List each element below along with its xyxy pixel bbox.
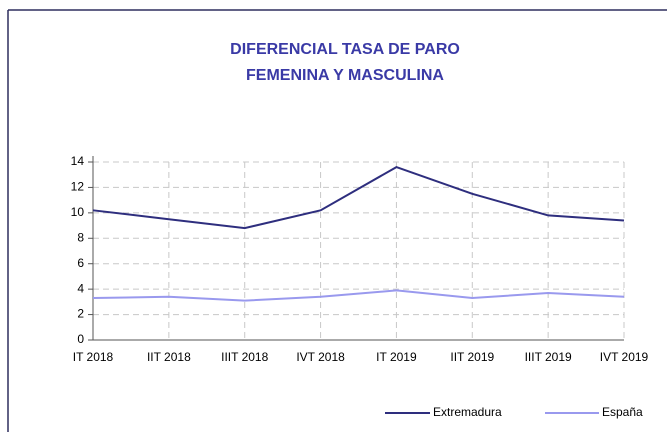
- line-series: [92, 289, 625, 302]
- y-tick-label: 4: [77, 281, 84, 295]
- x-tick-label: IIIT 2019: [525, 350, 572, 364]
- line-series: [92, 165, 625, 230]
- y-tick-label: 6: [77, 256, 84, 270]
- x-tick-label: IIIT 2018: [221, 350, 268, 364]
- x-tick-label: IT 2018: [73, 350, 114, 364]
- y-tick-label: 2: [77, 307, 84, 321]
- legend-label: España: [602, 405, 643, 419]
- y-tick-label: 10: [71, 205, 85, 219]
- chart-title: DIFERENCIAL TASA DE PARO: [230, 41, 460, 58]
- legend-label: Extremadura: [433, 405, 502, 419]
- x-tick-label: IT 2019: [376, 350, 417, 364]
- x-tick-label: IVT 2019: [600, 350, 649, 364]
- x-tick-label: IVT 2018: [296, 350, 345, 364]
- x-tick-label: IIT 2019: [450, 350, 494, 364]
- y-tick-label: 14: [71, 154, 85, 168]
- y-tick-label: 8: [77, 230, 84, 244]
- x-tick-label: IIT 2018: [147, 350, 191, 364]
- y-tick-label: 12: [71, 180, 85, 194]
- y-tick-label: 0: [77, 332, 84, 346]
- chart-title: FEMENINA Y MASCULINA: [246, 67, 444, 84]
